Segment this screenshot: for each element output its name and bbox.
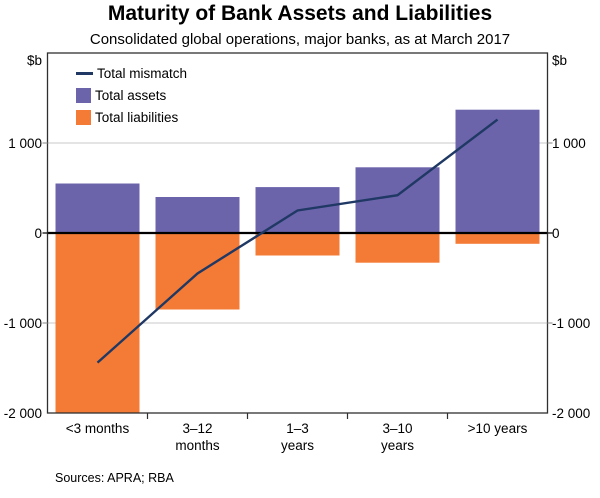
bar-total-assets-4 [455,109,540,233]
bar-total-assets-0 [55,183,140,233]
legend-item-1: Total assets [76,84,187,106]
y-axis-label-left-0: 0 [34,225,42,241]
bar-total-liabilities-4 [455,233,540,244]
bar-total-assets-1 [155,197,240,233]
legend-label: Total liabilities [95,109,179,125]
legend: Total mismatch Total assets Total liabilit… [76,62,187,128]
y-axis-label-left--1000: -1 000 [3,315,42,331]
x-axis-label-0: <3 months [65,421,130,436]
y-axis-label-left-1000: 1 000 [8,135,42,151]
legend-label: Total mismatch [97,65,188,81]
x-axis-label-2: 1–3 years [280,421,314,453]
chart-subtitle: Consolidated global operations, major ba… [89,31,511,48]
y-axis-label-right-1000: 1 000 [552,135,586,151]
y-axis-unit-right: $b [552,53,568,68]
legend-swatch-box-icon [76,87,91,103]
y-axis-unit-left: $b [26,53,42,68]
x-axis-label-1: 3–12 months [175,421,220,453]
line-total-mismatch [96,118,499,364]
bar-total-liabilities-0 [55,233,140,413]
x-axis-label-3: 3–10 years [380,421,414,453]
source-note: Sources: APRA; RBA [55,471,174,485]
legend-swatch-box-icon [76,109,91,125]
y-axis-label-left--2000: -2 000 [3,405,42,421]
legend-item-0: Total mismatch [76,62,187,84]
legend-swatch-line-icon [76,71,93,75]
bar-total-liabilities-1 [155,233,240,310]
plot-area [42,52,553,419]
legend-label: Total assets [95,87,167,103]
bar-total-liabilities-2 [255,233,340,256]
y-axis-label-right-0: 0 [552,225,560,241]
y-axis-label-right--2000: -2 000 [552,405,591,421]
bar-total-liabilities-3 [355,233,440,263]
y-axis-label-right--1000: -1 000 [552,315,591,331]
x-axis-label-4: >10 years [467,421,528,436]
chart-title: Maturity of Bank Assets and Liabilities [107,2,493,25]
legend-item-2: Total liabilities [76,106,187,128]
